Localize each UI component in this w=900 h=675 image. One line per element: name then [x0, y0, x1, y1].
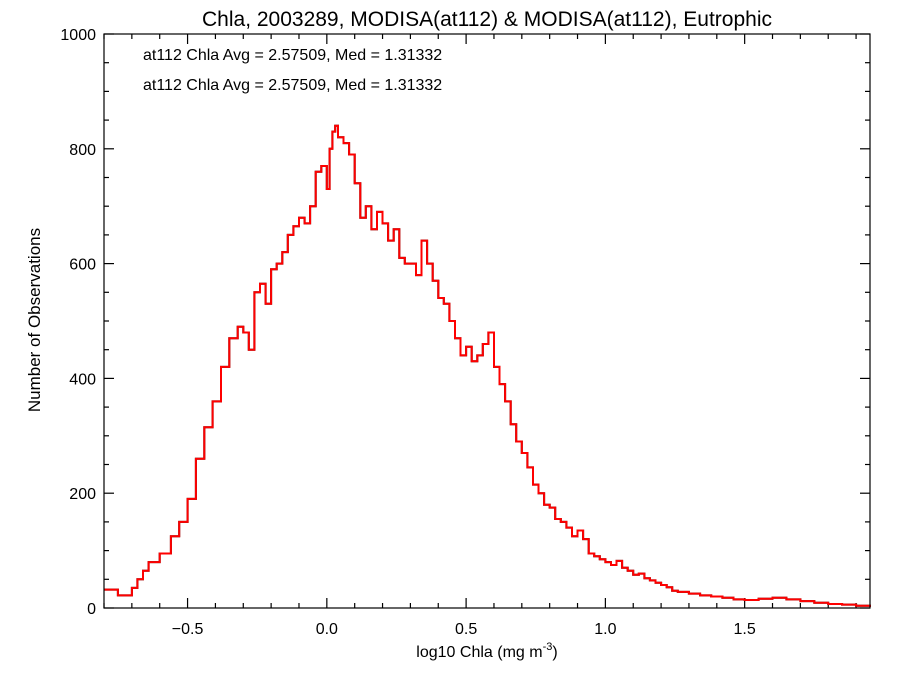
annotation-black: at112 Chla Avg = 2.57509, Med = 1.31332 [143, 47, 442, 64]
x-tick-label: 0.0 [316, 621, 338, 638]
x-tick-label: −0.5 [172, 621, 204, 638]
series-line-red [104, 124, 871, 607]
x-tick-label: 1.5 [734, 621, 756, 638]
y-tick-label: 1000 [60, 27, 96, 44]
y-tick-label: 400 [69, 371, 96, 388]
x-axis-label-tail: ) [552, 644, 557, 661]
annotation-red: at112 Chla Avg = 2.57509, Med = 1.31332 [143, 77, 442, 94]
axis-ticks [103, 33, 870, 609]
series-line-black [104, 124, 871, 607]
axis-tick-labels: −0.5 0.0 0.5 1.0 1.5 0 200 400 600 800 1000 [60, 27, 755, 638]
chart-title: Chla, 2003289, MODISA(at112) & MODISA(at… [202, 8, 772, 31]
y-tick-label: 600 [69, 257, 96, 274]
y-axis-label: Number of Observations [25, 228, 44, 412]
x-axis-label-sup: -3 [543, 641, 553, 653]
y-tick-label: 0 [87, 601, 96, 618]
x-tick-label: 1.0 [594, 621, 616, 638]
x-tick-label: 0.5 [455, 621, 477, 638]
y-tick-label: 800 [69, 142, 96, 159]
plot-frame [103, 33, 871, 609]
x-axis-label-main: log10 Chla (mg m [416, 644, 542, 661]
x-axis-label: log10 Chla (mg m-3) [416, 641, 557, 661]
y-tick-label: 200 [69, 486, 96, 503]
